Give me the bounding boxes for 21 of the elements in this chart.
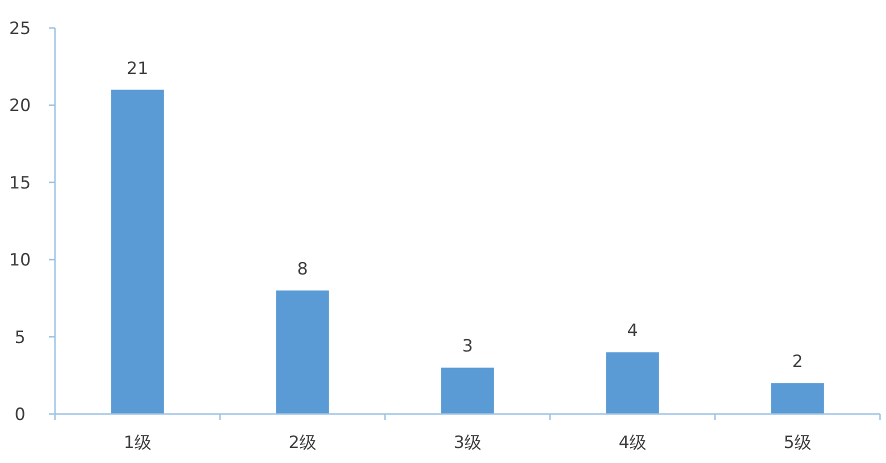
x-tick-label: 4级	[618, 433, 646, 453]
y-tick-label: 20	[9, 96, 31, 116]
bar	[606, 352, 659, 414]
y-tick-label: 15	[9, 173, 31, 194]
bar	[111, 90, 164, 414]
x-tick-label: 1级	[124, 433, 152, 453]
y-tick-label: 25	[9, 19, 31, 39]
y-tick-label: 0	[14, 405, 26, 425]
data-label: 4	[627, 321, 638, 342]
data-label: 3	[462, 336, 473, 357]
data-label: 8	[297, 259, 308, 280]
x-tick-label: 3级	[454, 433, 482, 453]
bar	[276, 290, 329, 414]
bar	[441, 368, 494, 414]
data-label: 21	[126, 58, 148, 79]
bar	[771, 383, 824, 414]
x-tick-label: 2级	[288, 433, 316, 453]
y-tick-label: 5	[14, 328, 26, 348]
data-label: 2	[792, 352, 803, 372]
x-tick-label: 5级	[784, 433, 812, 453]
y-tick-label: 10	[9, 250, 31, 271]
